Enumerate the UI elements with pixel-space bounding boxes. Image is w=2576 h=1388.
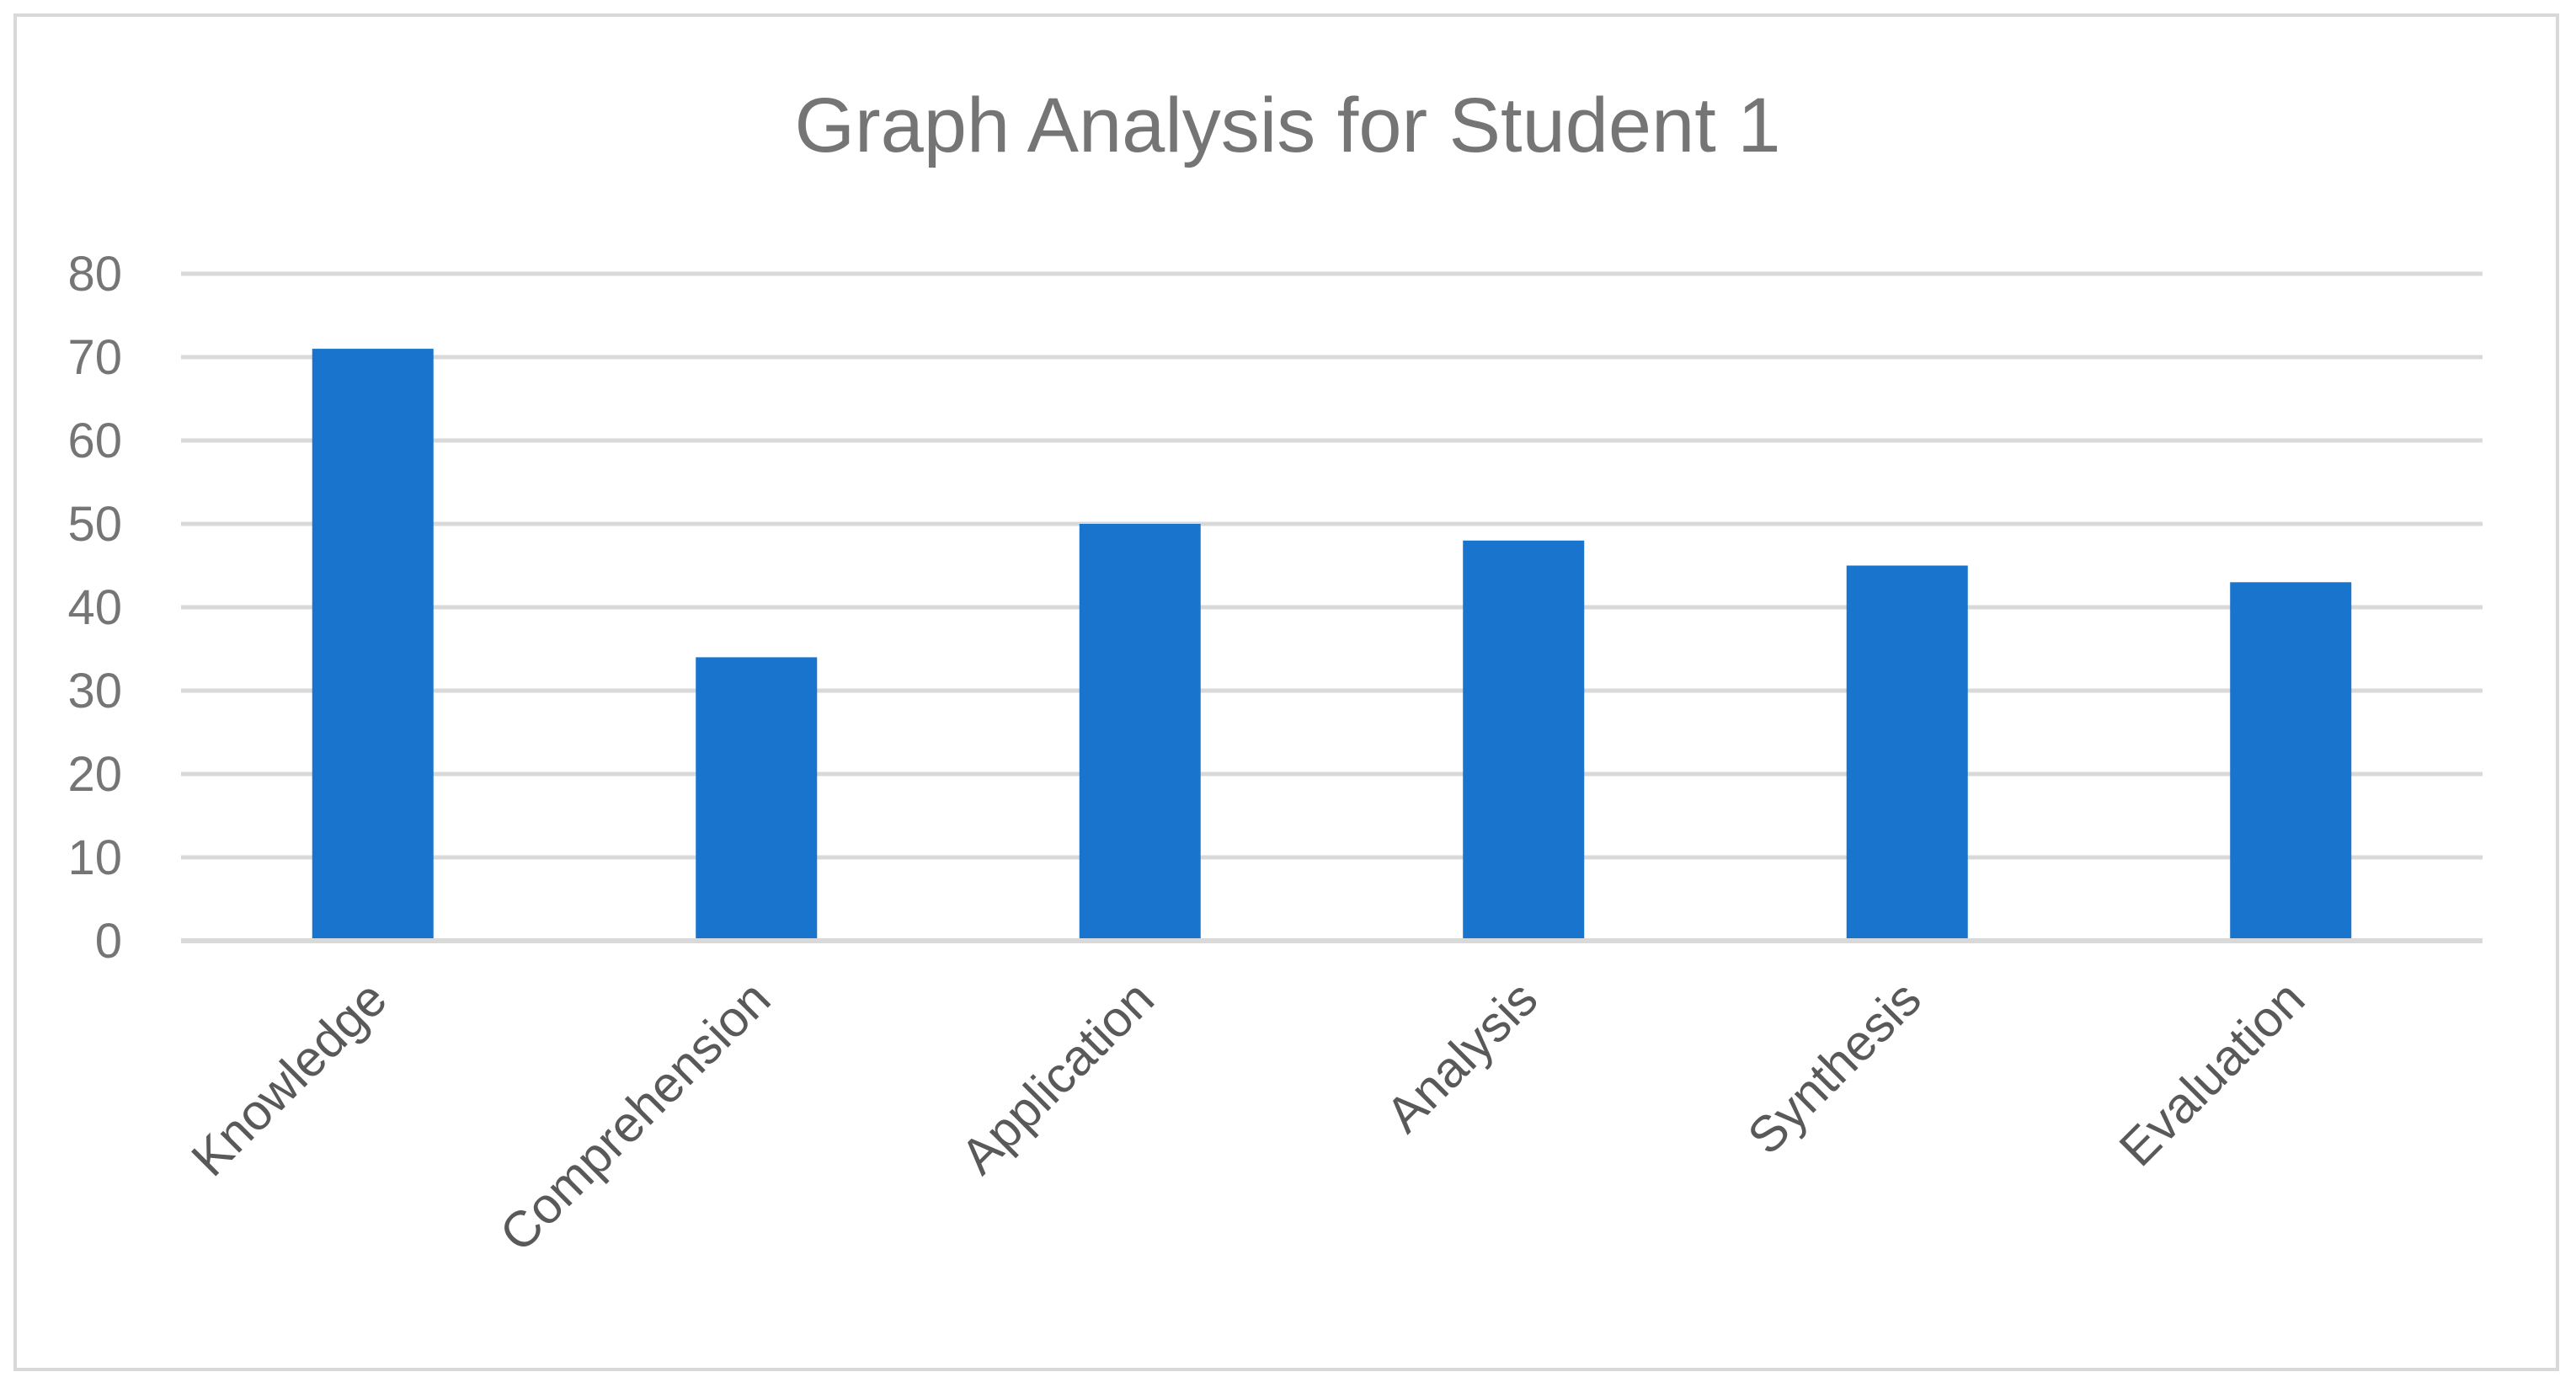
x-category-label: Comprehension <box>489 970 781 1263</box>
bars <box>312 349 2352 942</box>
y-tick-label: 10 <box>67 830 122 885</box>
y-tick-label: 20 <box>67 747 122 802</box>
x-category-label: Knowledge <box>181 970 397 1187</box>
y-tick-label: 50 <box>67 497 122 552</box>
y-tick-label: 80 <box>67 247 122 302</box>
bar-evaluation <box>2230 582 2352 941</box>
bar-application <box>1079 524 1201 941</box>
bar-analysis <box>1463 540 1585 941</box>
chart-title: Graph Analysis for Student 1 <box>794 83 1780 168</box>
x-category-label: Application <box>950 970 1165 1185</box>
x-category-label: Analysis <box>1375 970 1548 1143</box>
gridlines <box>181 271 2483 860</box>
bar-knowledge <box>312 349 434 942</box>
y-tick-label: 0 <box>95 914 122 969</box>
bar-synthesis <box>1846 565 1968 941</box>
y-tick-label: 70 <box>67 330 122 385</box>
y-tick-label: 30 <box>67 664 122 718</box>
y-tick-label: 40 <box>67 580 122 635</box>
bar-comprehension <box>696 657 818 941</box>
x-axis-category-labels: Knowledge Comprehension Application Analysi… <box>181 970 2316 1263</box>
y-tick-label: 60 <box>67 414 122 468</box>
y-axis-tick-labels: 0 10 20 30 40 50 60 70 80 <box>67 247 122 969</box>
x-category-label: Synthesis <box>1737 970 1932 1165</box>
x-category-label: Evaluation <box>2109 970 2316 1177</box>
